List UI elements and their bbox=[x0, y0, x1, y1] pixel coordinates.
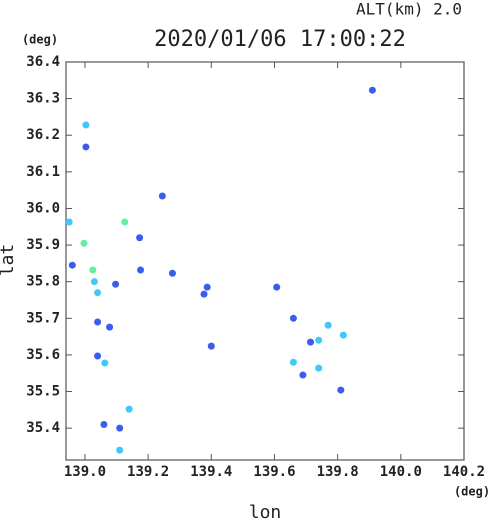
echo-point bbox=[289, 314, 297, 322]
y-tick-label: 36.1 bbox=[26, 164, 60, 180]
echo-point bbox=[368, 86, 376, 94]
echo-point bbox=[137, 266, 145, 274]
y-tick-label: 35.4 bbox=[26, 420, 60, 436]
echo-point bbox=[112, 280, 120, 288]
echo-point bbox=[106, 323, 114, 331]
y-unit: (deg) bbox=[22, 33, 58, 47]
echo-point bbox=[116, 446, 124, 454]
echo-point bbox=[100, 420, 108, 428]
echo-point bbox=[90, 278, 98, 286]
x-tick-label: 140.0 bbox=[380, 464, 422, 480]
echo-point bbox=[65, 218, 73, 226]
echo-point bbox=[121, 218, 129, 226]
x-unit: (deg) bbox=[454, 485, 490, 499]
echo-point bbox=[324, 321, 332, 329]
x-axis-label: lon bbox=[249, 502, 282, 521]
echo-point bbox=[289, 358, 297, 366]
y-tick-label: 36.4 bbox=[26, 54, 60, 70]
echo-point bbox=[101, 359, 109, 367]
echo-point bbox=[315, 336, 323, 344]
echo-point bbox=[80, 239, 88, 247]
x-tick-label: 139.4 bbox=[190, 464, 232, 480]
y-axis-label: lat bbox=[0, 244, 18, 277]
echo-point bbox=[168, 269, 176, 277]
echo-point bbox=[337, 386, 345, 394]
y-tick-label: 36.2 bbox=[26, 127, 60, 143]
echo-point bbox=[116, 424, 124, 432]
y-tick-label: 35.6 bbox=[26, 347, 60, 363]
echo-point bbox=[94, 318, 102, 326]
x-tick-label: 139.2 bbox=[127, 464, 169, 480]
echo-point bbox=[68, 261, 76, 269]
echo-point bbox=[82, 121, 90, 129]
x-tick-label: 140.2 bbox=[443, 464, 485, 480]
echo-point bbox=[136, 234, 144, 242]
x-tick-label: 139.8 bbox=[317, 464, 359, 480]
echo-point bbox=[200, 290, 208, 298]
echo-point bbox=[315, 364, 323, 372]
y-tick-label: 35.5 bbox=[26, 384, 60, 400]
y-tick-label: 36.3 bbox=[26, 91, 60, 107]
echo-point bbox=[82, 143, 90, 151]
chart-title: 2020/01/06 17:00:22 bbox=[154, 27, 406, 52]
echo-point bbox=[203, 283, 211, 291]
y-tick-label: 35.9 bbox=[26, 237, 60, 253]
echo-point bbox=[339, 331, 347, 339]
echo-point bbox=[207, 342, 215, 350]
echo-point bbox=[299, 371, 307, 379]
plot-frame bbox=[65, 61, 465, 461]
echo-point bbox=[89, 266, 97, 274]
y-tick-label: 35.7 bbox=[26, 310, 60, 326]
echo-point bbox=[125, 405, 133, 413]
echo-point bbox=[94, 289, 102, 297]
x-tick-label: 139.0 bbox=[64, 464, 106, 480]
y-tick-label: 36.0 bbox=[26, 200, 60, 216]
echo-point bbox=[94, 352, 102, 360]
echo-point bbox=[158, 192, 166, 200]
y-tick-label: 35.8 bbox=[26, 274, 60, 290]
echo-point bbox=[273, 283, 281, 291]
echo-point bbox=[306, 338, 314, 346]
x-tick-label: 139.6 bbox=[253, 464, 295, 480]
altitude-label: ALT(km) 2.0 bbox=[356, 0, 462, 19]
